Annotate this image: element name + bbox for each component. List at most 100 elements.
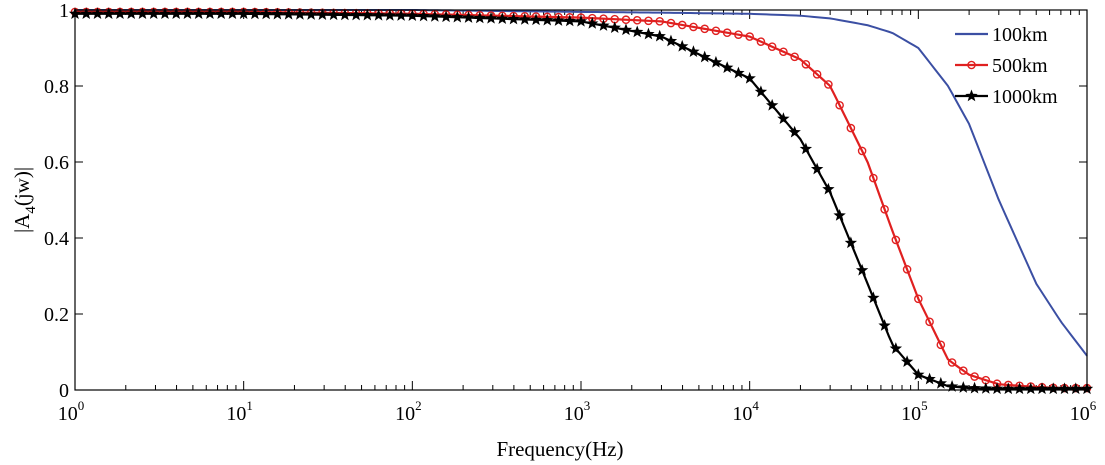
data-point-marker — [687, 45, 700, 58]
data-point-marker — [734, 30, 743, 39]
data-point-marker — [136, 7, 149, 20]
data-point-marker — [1069, 382, 1082, 395]
data-point-marker — [473, 11, 486, 24]
data-point-marker — [756, 37, 766, 46]
data-point-marker — [754, 85, 768, 98]
data-point-marker — [721, 61, 734, 73]
data-point-marker — [484, 11, 498, 24]
data-point-marker — [439, 10, 453, 23]
data-point-marker — [507, 12, 520, 25]
data-point-marker — [621, 15, 631, 25]
y-tick-label: 0.8 — [44, 76, 69, 98]
data-point-marker — [799, 142, 813, 155]
data-point-marker — [147, 7, 160, 20]
data-point-marker — [914, 294, 923, 304]
data-point-marker — [574, 14, 588, 27]
data-point-marker — [462, 11, 475, 23]
data-point-marker — [934, 376, 947, 389]
data-point-marker — [891, 235, 901, 245]
data-point-marker — [237, 7, 250, 20]
data-point-marker — [1047, 382, 1060, 395]
data-point-marker — [113, 7, 127, 20]
data-point-marker — [709, 55, 723, 68]
x-tick-label: 102 — [395, 398, 422, 425]
data-point-marker — [529, 13, 543, 26]
data-point-marker — [880, 204, 889, 214]
data-point-marker — [857, 146, 867, 156]
data-point-marker — [215, 7, 228, 20]
data-point-marker — [586, 17, 599, 29]
data-point-marker — [1024, 382, 1037, 395]
data-point-marker — [271, 7, 284, 20]
data-point-marker — [689, 22, 698, 32]
plot-frame — [74, 9, 1088, 391]
legend-label: 100km — [992, 24, 1048, 46]
data-point-marker — [451, 10, 464, 23]
data-point-marker — [1013, 382, 1026, 395]
data-point-marker — [541, 13, 554, 26]
data-point-marker — [1035, 382, 1049, 395]
series-100km — [75, 9, 1088, 357]
data-point-marker — [779, 47, 788, 57]
x-tick-label: 105 — [901, 398, 928, 425]
data-point-marker — [631, 25, 644, 38]
data-point-marker — [743, 71, 756, 84]
data-point-marker — [970, 372, 979, 381]
data-point-marker — [846, 123, 856, 133]
legend-swatch-marker — [965, 89, 978, 102]
data-point-marker — [417, 9, 430, 22]
series-line — [75, 9, 1088, 357]
legend: 100km 500km 1000km — [955, 24, 1058, 108]
data-point-marker — [700, 24, 709, 34]
data-point-marker — [80, 7, 93, 20]
y-tick-label: 0 — [59, 380, 69, 402]
data-point-marker — [1058, 382, 1071, 395]
data-point-marker — [677, 20, 687, 30]
data-point-marker — [248, 7, 262, 20]
data-point-marker — [653, 29, 666, 42]
data-point-marker — [642, 27, 655, 40]
y-tick-label: 1 — [59, 0, 69, 22]
x-tick-label: 100 — [58, 398, 85, 425]
data-point-marker — [767, 42, 777, 51]
legend-swatch-marker — [967, 60, 976, 70]
data-point-marker — [923, 372, 936, 385]
data-point-marker — [812, 70, 822, 79]
data-point-marker — [383, 8, 397, 21]
data-point-marker — [732, 66, 745, 79]
x-tick-label: 104 — [732, 398, 759, 425]
legend-label: 1000km — [992, 86, 1058, 108]
data-point-marker — [878, 319, 891, 331]
data-point-marker — [835, 100, 844, 110]
legend-item: 1000km — [955, 86, 1058, 108]
data-point-marker — [158, 7, 172, 20]
y-axis-title-rest: (jw)| — [10, 167, 34, 206]
data-point-marker — [361, 8, 374, 21]
y-axis-title-sub: 4 — [23, 206, 39, 214]
data-point-marker — [394, 9, 408, 21]
y-tick-labels: 0 0.2 0.4 0.6 0.8 1 — [44, 0, 69, 402]
data-point-marker — [925, 317, 934, 327]
y-tick-label: 0.4 — [44, 228, 69, 250]
data-point-marker — [316, 8, 329, 20]
data-point-marker — [912, 368, 925, 381]
data-point-marker — [125, 7, 138, 20]
data-point-marker — [676, 39, 689, 52]
data-point-marker — [282, 7, 295, 20]
data-point-marker — [844, 236, 858, 249]
y-axis-title: |A4(jw)| — [10, 167, 39, 233]
data-point-marker — [349, 8, 363, 21]
data-point-marker — [259, 7, 273, 20]
x-axis-title: Frequency(Hz) — [496, 437, 623, 461]
data-point-marker — [867, 291, 880, 304]
x-tick-label: 103 — [564, 398, 591, 425]
data-point-marker — [327, 8, 340, 21]
data-point-marker — [597, 19, 610, 31]
data-point-marker — [698, 50, 711, 63]
data-point-marker — [801, 59, 811, 69]
data-point-marker — [810, 162, 824, 175]
data-point-marker — [947, 358, 957, 367]
data-point-marker — [765, 98, 779, 111]
data-point-marker — [406, 9, 419, 21]
data-point-marker — [619, 23, 633, 36]
